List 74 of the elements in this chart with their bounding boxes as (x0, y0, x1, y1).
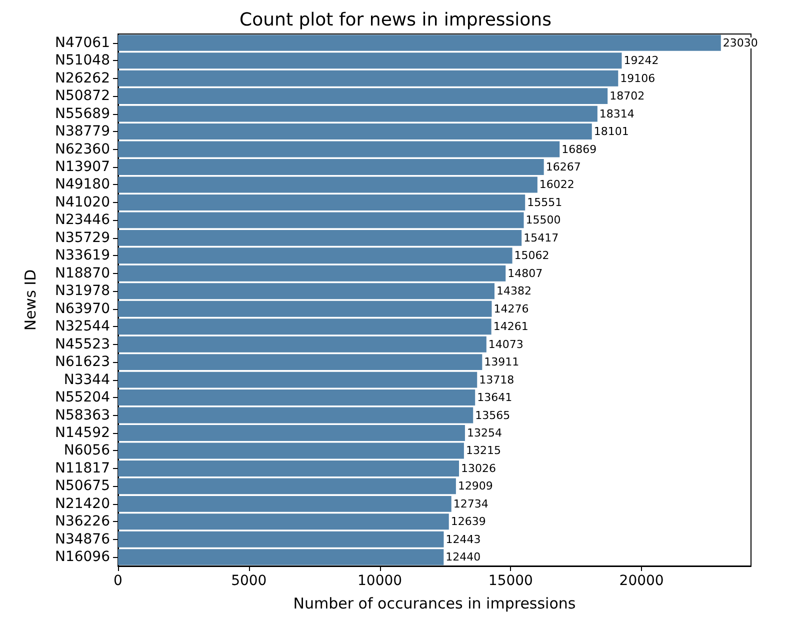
chart-title: Count plot for news in impressions (240, 10, 552, 30)
y-tick-label: N63970 (54, 300, 110, 317)
data-label: 12909 (458, 480, 493, 493)
y-tick-label: N21420 (54, 496, 110, 512)
y-tick-label: N33619 (54, 248, 110, 264)
y-tick-label: N38779 (54, 124, 110, 140)
data-label: 13641 (477, 391, 512, 404)
data-label: 12440 (446, 550, 481, 564)
y-tick-label: N18870 (54, 265, 110, 282)
data-label: 18702 (610, 90, 645, 103)
data-label: 13215 (466, 444, 501, 458)
y-tick-label: N32544 (54, 318, 110, 335)
data-label: 15551 (527, 196, 562, 209)
bar (118, 407, 474, 424)
bar (118, 176, 538, 193)
x-axis-title: Number of occurances in impressions (293, 594, 576, 612)
bar (118, 442, 464, 459)
y-tick-label: N13907 (54, 159, 110, 175)
y-tick-label: N41020 (54, 194, 110, 210)
data-label: 18101 (594, 125, 629, 138)
x-tick-label: 20000 (619, 573, 664, 589)
data-label: 19106 (620, 72, 656, 85)
y-tick-label: N11817 (54, 460, 110, 476)
y-tick-label: N50675 (54, 478, 110, 494)
data-label: 12639 (450, 515, 486, 528)
data-label: 12734 (453, 497, 488, 510)
x-tick-label: 15000 (488, 573, 533, 589)
x-tick-label: 0 (114, 573, 122, 589)
y-tick-label: N58363 (54, 407, 110, 424)
data-label: 19242 (624, 54, 659, 68)
y-tick-label: N55689 (54, 106, 110, 122)
y-tick-label: N47061 (54, 34, 110, 51)
data-label: 15062 (514, 249, 550, 262)
data-label: 16267 (546, 160, 581, 174)
y-tick-label: N50872 (54, 88, 110, 104)
data-label: 15500 (526, 214, 561, 227)
bar (118, 141, 560, 158)
y-tick-label: N14592 (54, 425, 110, 441)
bar (118, 425, 465, 441)
y-tick-label: N36226 (54, 514, 110, 530)
y-tick-label: N6056 (64, 442, 110, 459)
x-tick-label: 10000 (358, 573, 402, 589)
data-label: 13026 (461, 462, 496, 475)
y-tick-label: N51048 (54, 52, 110, 69)
data-label: 14276 (494, 302, 529, 316)
data-label: 13254 (466, 426, 502, 440)
data-label: 18314 (599, 107, 634, 120)
data-label: 13911 (484, 356, 520, 369)
y-tick-label: N23446 (54, 212, 110, 228)
y-tick-label: N62360 (54, 141, 110, 158)
y-tick-label: N49180 (54, 176, 110, 193)
y-tick-label: N61623 (54, 354, 110, 370)
data-label: 15417 (524, 231, 559, 244)
data-label: 16022 (539, 178, 574, 192)
data-label: 13718 (479, 373, 514, 386)
y-tick-label: N26262 (54, 70, 110, 86)
data-label: 14807 (508, 266, 543, 280)
bar (118, 159, 544, 175)
data-label: 14261 (493, 320, 528, 334)
y-tick-label: N45523 (54, 336, 110, 352)
y-tick-label: N34876 (54, 531, 110, 548)
y-axis-title: News ID (22, 269, 40, 331)
data-label: 16869 (562, 142, 597, 156)
data-label: 13565 (475, 408, 510, 422)
y-tick-label: N3344 (64, 372, 110, 388)
y-tick-label: N35729 (54, 230, 110, 246)
data-label: 23030 (722, 36, 758, 50)
y-tick-label: N16096 (54, 549, 110, 566)
data-label: 12443 (446, 532, 481, 546)
data-label: 14382 (496, 284, 532, 298)
y-tick-label: N31978 (54, 283, 110, 300)
data-label: 14073 (488, 338, 524, 351)
x-tick-label: 5000 (231, 573, 267, 589)
y-tick-label: N55204 (54, 390, 110, 406)
